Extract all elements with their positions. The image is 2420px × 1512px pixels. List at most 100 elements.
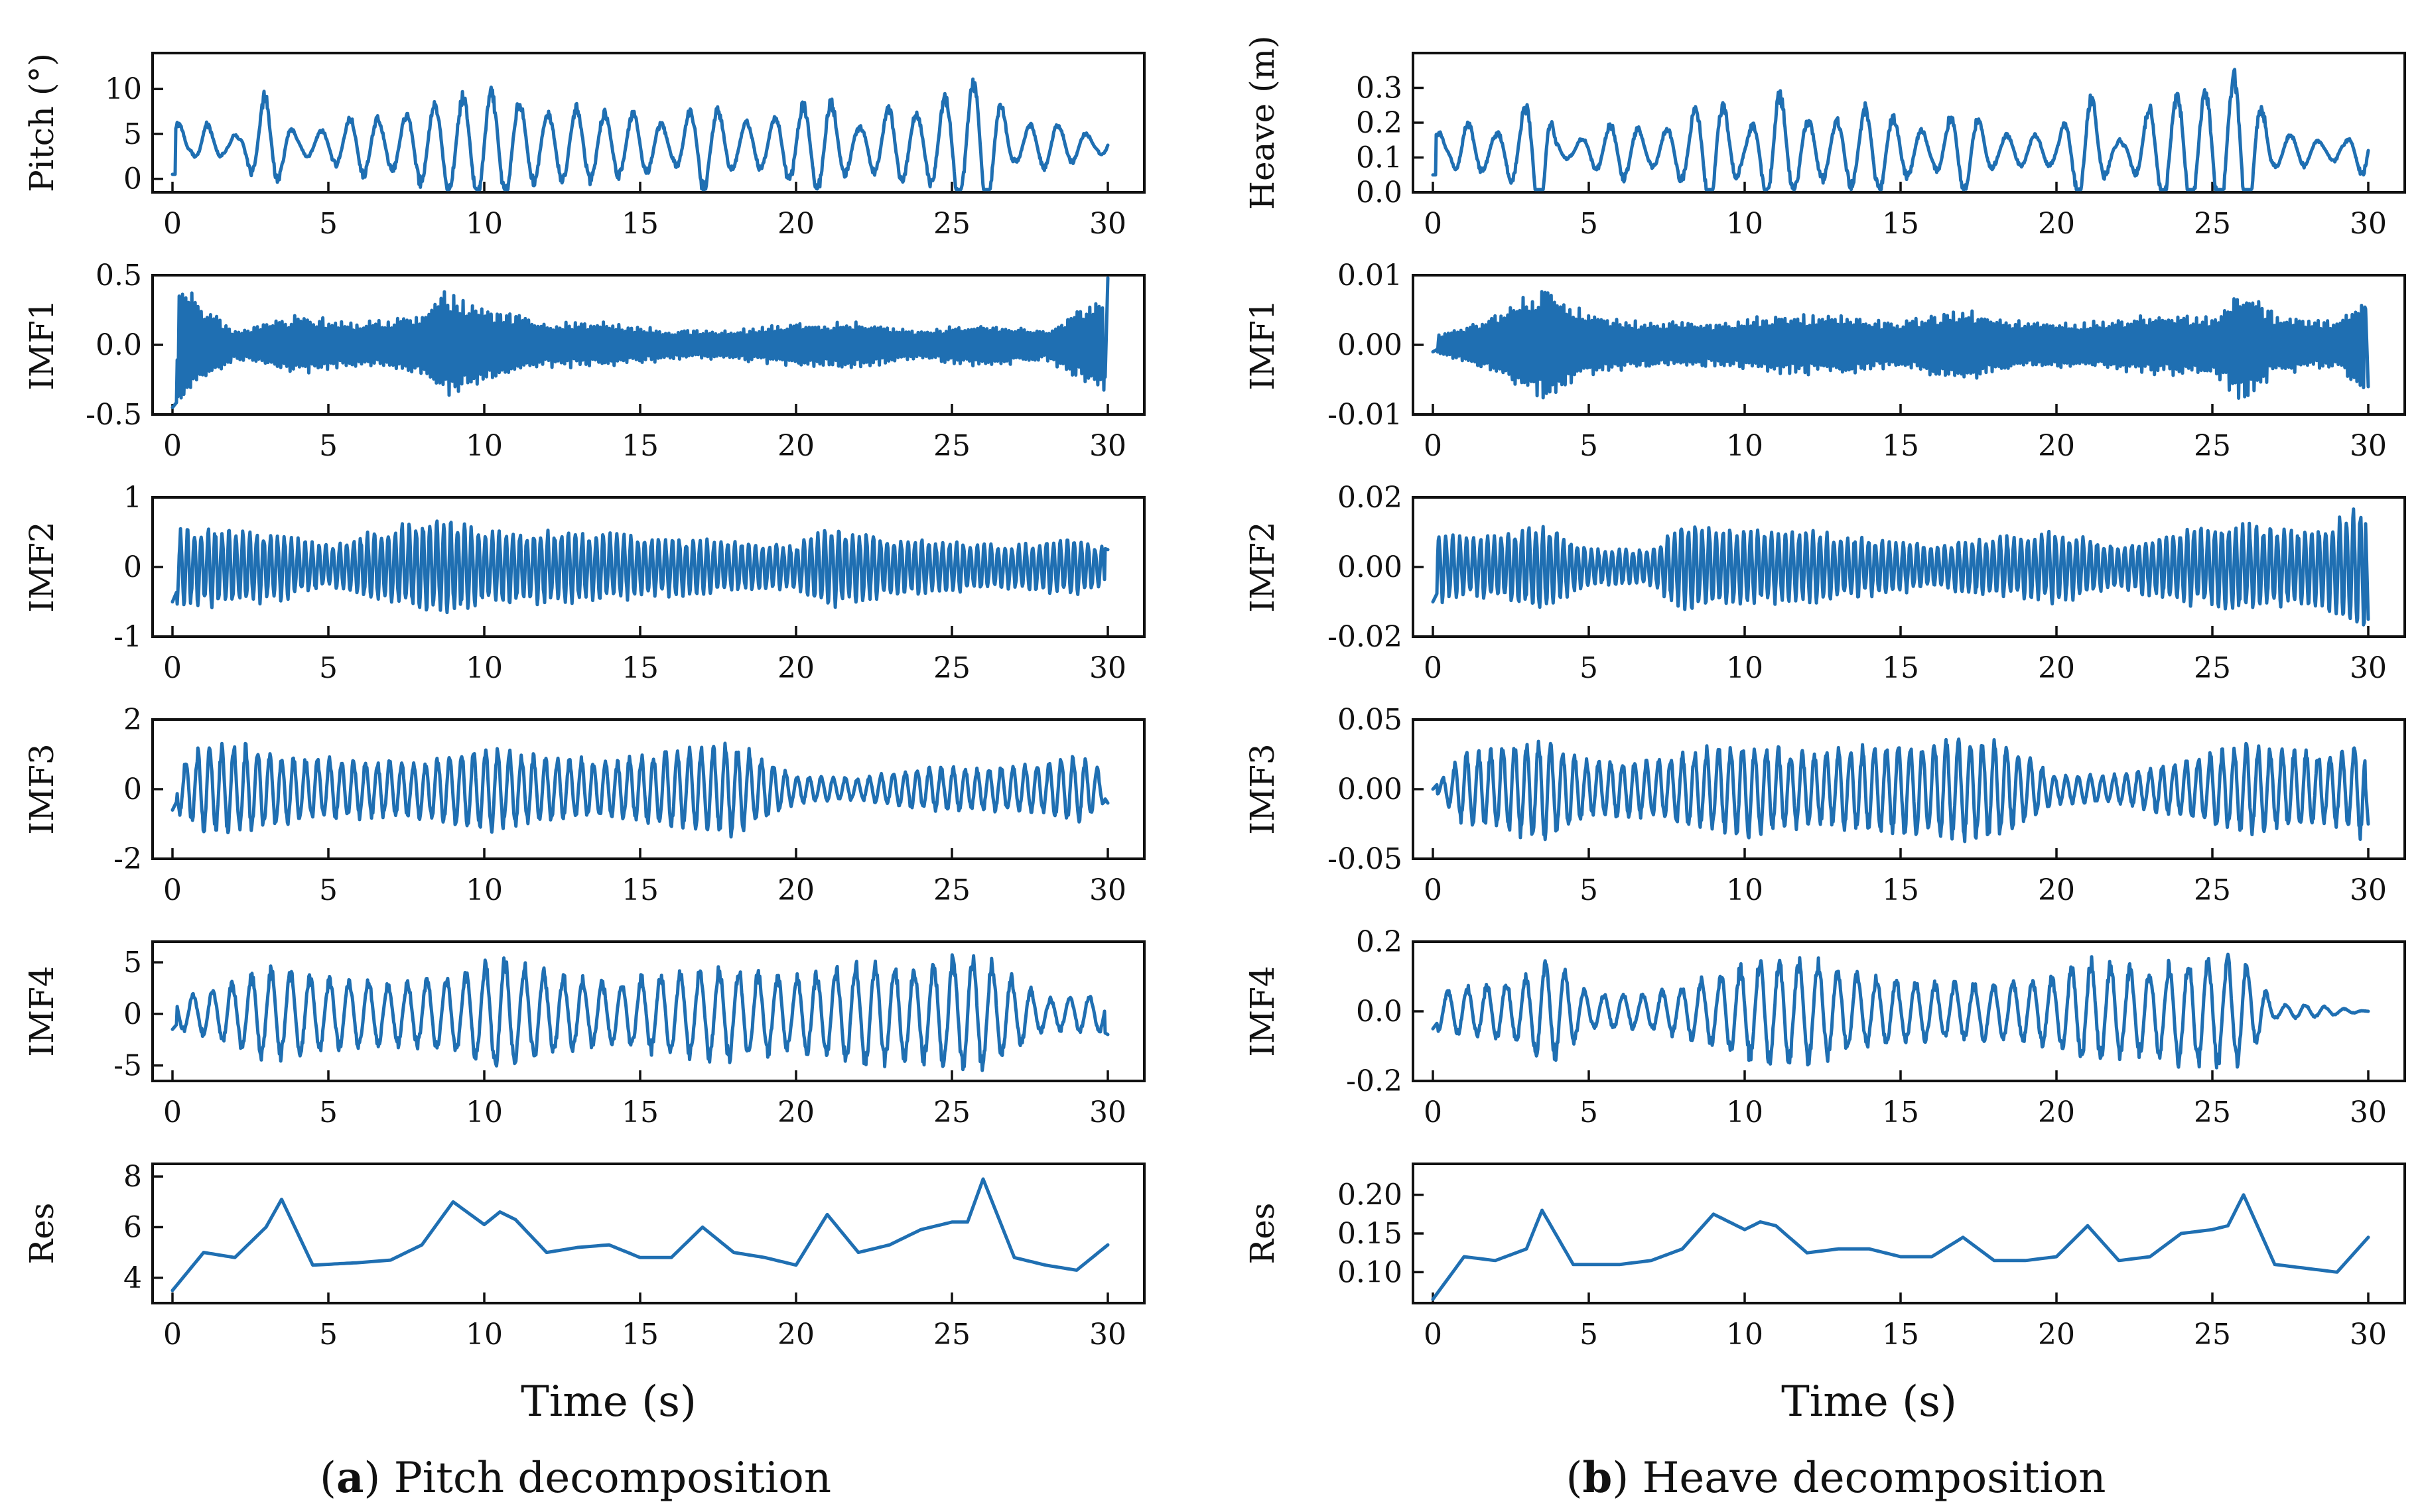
x-tick-label: 5 — [319, 1318, 338, 1352]
x-tick-label: 10 — [1726, 429, 1763, 463]
x-tick-label: 25 — [933, 429, 971, 463]
y-tick-label: -5 — [113, 1049, 142, 1083]
x-tick-label: 10 — [466, 429, 503, 463]
series-line-a-2 — [170, 276, 1110, 409]
x-axis-label: Time (s) — [1781, 1377, 1957, 1426]
y-axis-label: IMF4 — [23, 966, 61, 1056]
x-tick-label: 15 — [622, 1318, 659, 1352]
y-tick-label: 0.10 — [1337, 1255, 1402, 1289]
x-tick-label: 0 — [1424, 1096, 1442, 1129]
y-tick-label: 0 — [123, 550, 142, 584]
x-tick-label: 15 — [1882, 1096, 1919, 1129]
x-tick-label: 5 — [319, 207, 338, 241]
x-tick-label: 20 — [777, 429, 815, 463]
y-tick-label: 5 — [123, 117, 142, 151]
y-tick-label: 1 — [123, 481, 142, 515]
y-axis-label: Pitch (°) — [23, 53, 61, 192]
series-line-b-4 — [1431, 737, 2370, 844]
x-tick-label: 25 — [933, 651, 971, 685]
x-tick-label: 30 — [1089, 1318, 1126, 1352]
panel-b-6: 0 5 10 15 20 25 30 0.10 0.15 0.20 Res — [1243, 1163, 2406, 1352]
x-tick-label: 25 — [933, 207, 971, 241]
x-tick-label: 5 — [1580, 1096, 1598, 1129]
panel-b-2: 0 5 10 15 20 25 30 -0.01 0.00 0.01 IMF1 — [1243, 259, 2406, 463]
x-tick-label: 15 — [622, 873, 659, 907]
x-tick-label: 10 — [1726, 651, 1763, 685]
panel-a-6: 0 5 10 15 20 25 30 4 6 8 Res — [23, 1160, 1146, 1352]
axes-frame — [1412, 940, 2406, 1082]
subfigure-caption: (b) Heave decomposition — [1566, 1453, 2106, 1503]
y-tick-label: 4 — [123, 1261, 142, 1295]
panel-a-2: 0 5 10 15 20 25 30 -0.5 0.0 0.5 IMF1 — [23, 259, 1146, 463]
x-tick-label: 5 — [319, 873, 338, 907]
axes-frame — [151, 940, 1146, 1082]
y-axis-label: IMF2 — [23, 521, 61, 612]
panel-b-3: 0 5 10 15 20 25 30 -0.02 0.00 0.02 IMF2 — [1243, 481, 2406, 685]
x-tick-label: 0 — [1424, 207, 1442, 241]
y-tick-label: -0.5 — [86, 398, 142, 432]
y-tick-label: 0.15 — [1337, 1217, 1402, 1251]
x-tick-label: 20 — [2038, 429, 2075, 463]
x-tick-label: 10 — [466, 1318, 503, 1352]
panel-a-5: 0 5 10 15 20 25 30 -5 0 5 IMF4 — [23, 940, 1146, 1129]
x-tick-label: 30 — [1089, 1096, 1126, 1129]
x-tick-label: 0 — [163, 1318, 182, 1352]
series-line-a-6 — [170, 1177, 1110, 1292]
x-tick-label: 30 — [2350, 207, 2387, 241]
x-tick-label: 0 — [163, 873, 182, 907]
y-tick-label: 0.0 — [1356, 176, 1402, 210]
x-tick-label: 15 — [622, 207, 659, 241]
x-tick-label: 5 — [1580, 429, 1598, 463]
x-tick-label: 5 — [319, 429, 338, 463]
y-axis-label: Res — [1243, 1203, 1282, 1265]
x-tick-label: 20 — [777, 651, 815, 685]
x-tick-label: 0 — [163, 207, 182, 241]
y-tick-label: 10 — [105, 72, 142, 106]
x-tick-label: 25 — [933, 1096, 971, 1129]
x-tick-label: 20 — [2038, 651, 2075, 685]
y-tick-label: -1 — [113, 620, 142, 654]
y-tick-label: -0.2 — [1346, 1064, 1402, 1098]
x-tick-label: 10 — [1726, 873, 1763, 907]
x-tick-label: 5 — [1580, 1318, 1598, 1352]
y-axis-label: IMF3 — [1243, 743, 1282, 834]
subfigure-caption: (a) Pitch decomposition — [320, 1453, 831, 1503]
y-tick-label: -0.05 — [1327, 842, 1402, 876]
x-tick-label: 20 — [777, 1096, 815, 1129]
x-tick-label: 0 — [163, 429, 182, 463]
x-tick-label: 20 — [777, 207, 815, 241]
y-tick-label: 0.00 — [1337, 773, 1402, 806]
y-tick-label: 6 — [123, 1210, 142, 1244]
y-axis-label: Res — [23, 1203, 61, 1265]
x-tick-label: 25 — [2194, 651, 2231, 685]
x-tick-label: 20 — [777, 1318, 815, 1352]
x-tick-label: 30 — [2350, 429, 2387, 463]
y-tick-label: 0 — [123, 162, 142, 196]
x-tick-label: 0 — [163, 1096, 182, 1129]
panel-a-3: 0 5 10 15 20 25 30 -1 0 1 IMF2 — [23, 481, 1146, 685]
y-axis-label: IMF1 — [23, 299, 61, 390]
series-line-a-4 — [170, 741, 1110, 839]
series-line-b-5 — [1431, 952, 2370, 1070]
y-tick-label: 0.05 — [1337, 703, 1402, 737]
x-tick-label: 5 — [1580, 207, 1598, 241]
y-axis-label: Heave (m) — [1243, 35, 1282, 210]
series-line-a-3 — [170, 519, 1110, 615]
series-line-a-1 — [170, 77, 1110, 192]
y-axis-label: IMF4 — [1243, 966, 1282, 1056]
x-tick-label: 10 — [466, 1096, 503, 1129]
x-tick-label: 20 — [2038, 1318, 2075, 1352]
y-tick-label: 0.2 — [1356, 925, 1402, 959]
y-tick-label: 0.00 — [1337, 328, 1402, 362]
x-tick-label: 10 — [1726, 1318, 1763, 1352]
y-tick-label: 0 — [123, 773, 142, 806]
x-tick-label: 20 — [777, 873, 815, 907]
x-tick-label: 25 — [2194, 207, 2231, 241]
x-tick-label: 10 — [466, 207, 503, 241]
y-tick-label: 2 — [123, 703, 142, 737]
caption-letter: a — [336, 1453, 364, 1503]
caption-letter: b — [1583, 1453, 1613, 1503]
x-tick-label: 20 — [2038, 1096, 2075, 1129]
y-axis-label: IMF2 — [1243, 521, 1282, 612]
series-line-b-6 — [1431, 1193, 2370, 1301]
